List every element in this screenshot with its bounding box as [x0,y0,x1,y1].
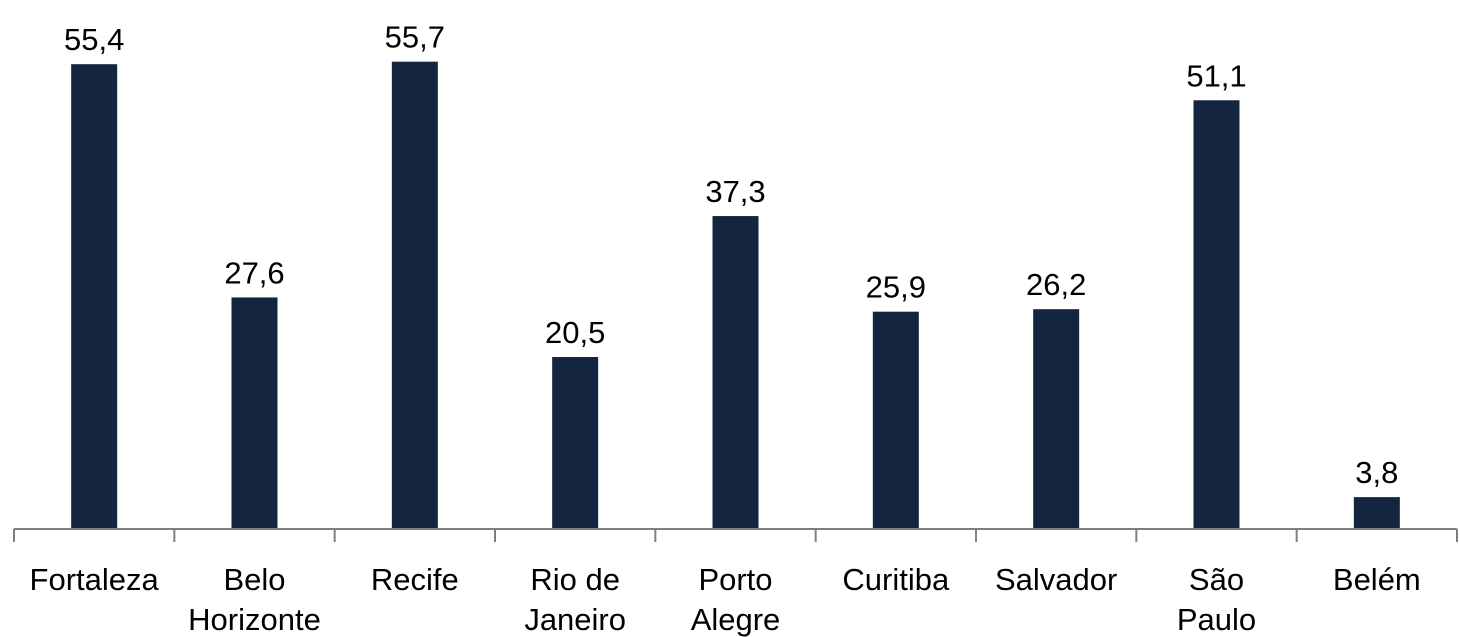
bar-value-label: 55,7 [385,20,445,55]
category-labels-group: Fortaleza Belo Horizonte Recife Rio de Janeir… [30,562,1421,637]
category-label: Rio de [530,562,620,597]
bar-value-label: 51,1 [1186,58,1246,93]
bars-group [71,61,1400,530]
bar [712,216,759,530]
bar [1033,309,1080,529]
category-label: Porto [698,562,772,597]
bar [872,311,919,529]
category-label: São [1189,562,1244,597]
bar-value-label: 20,5 [545,315,605,350]
bar-value-label: 55,4 [64,22,124,57]
category-label: Fortaleza [30,562,160,597]
bar [71,64,118,529]
category-label: Paulo [1177,602,1256,637]
value-labels-group: 55,4 27,6 55,7 20,5 37,3 25,9 26,2 51,1 3,8 [64,20,1398,490]
bar-value-label: 25,9 [866,270,926,305]
category-label: Belém [1333,562,1421,597]
bar [391,61,438,529]
bar [1353,497,1400,529]
category-label: Belo [223,562,285,597]
bar [552,357,599,529]
category-label: Alegre [691,602,781,637]
bar [231,297,278,529]
bar-value-label: 37,3 [705,174,765,209]
category-label: Curitiba [842,562,950,597]
bar-value-label: 26,2 [1026,267,1086,302]
x-axis-ticks-group [13,529,1458,542]
category-label: Recife [371,562,459,597]
category-label: Horizonte [188,602,321,637]
category-label: Salvador [995,562,1117,597]
category-label: Janeiro [524,602,626,637]
bar [1193,100,1240,529]
bar-value-label: 27,6 [224,255,284,290]
bar-value-label: 3,8 [1355,455,1398,490]
